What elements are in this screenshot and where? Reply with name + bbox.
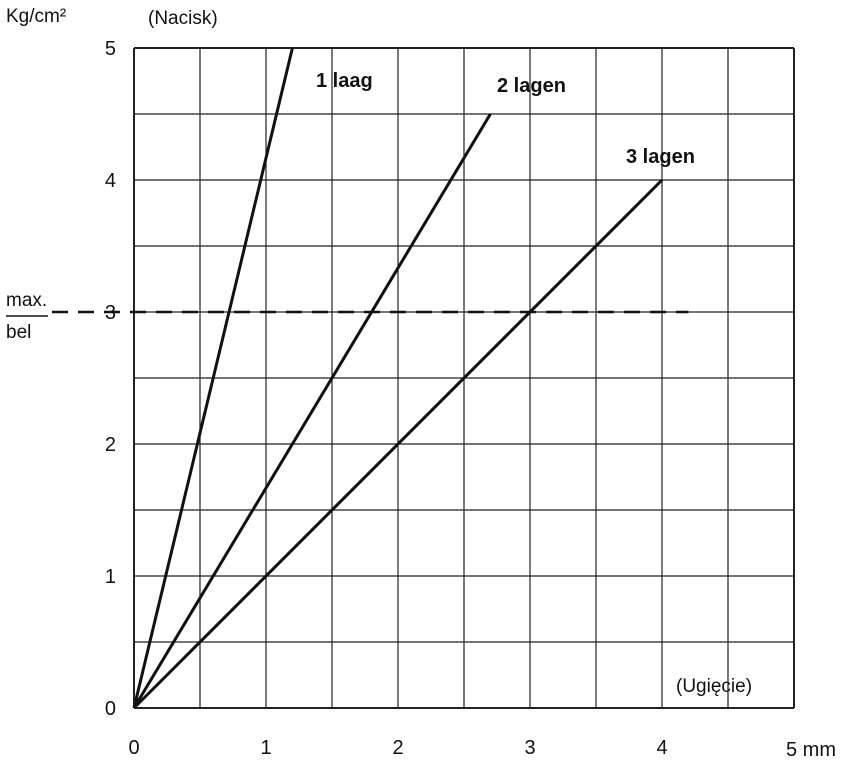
reference-label-line2: bel <box>6 322 31 343</box>
series-label: 2 lagen <box>497 75 566 97</box>
x-tick-label: 1 <box>260 737 271 759</box>
y-tick-label: 1 <box>105 566 116 588</box>
x-tick-label: 2 <box>392 737 403 759</box>
series-line <box>132 113 492 709</box>
y-axis-label: Kg/cm² <box>6 6 66 27</box>
x-tick-label: 0 <box>128 737 139 759</box>
y-tick-label: 2 <box>105 434 116 456</box>
reference-label-line1: max. <box>6 290 47 311</box>
tick-labels: 0 1 2 3 4 0 1 2 3 4 5 <box>105 38 668 759</box>
series-label: 3 lagen <box>626 146 695 168</box>
series-line <box>132 178 664 710</box>
x-axis-unit-label: 5 mm <box>786 739 836 761</box>
x-tick-label: 4 <box>656 737 667 759</box>
x-axis-label: (Ugięcie) <box>676 676 752 697</box>
series-label: 1 laag <box>316 70 373 92</box>
y-tick-label: 3 <box>105 302 116 324</box>
y-tick-label: 4 <box>105 170 116 192</box>
y-tick-label: 0 <box>105 698 116 720</box>
series-line <box>132 47 294 709</box>
series-lines: 1 laag 2 lagen 3 lagen <box>132 47 695 710</box>
y-axis-note: (Nacisk) <box>148 8 218 29</box>
x-tick-label: 3 <box>524 737 535 759</box>
y-tick-label: 5 <box>105 38 116 60</box>
